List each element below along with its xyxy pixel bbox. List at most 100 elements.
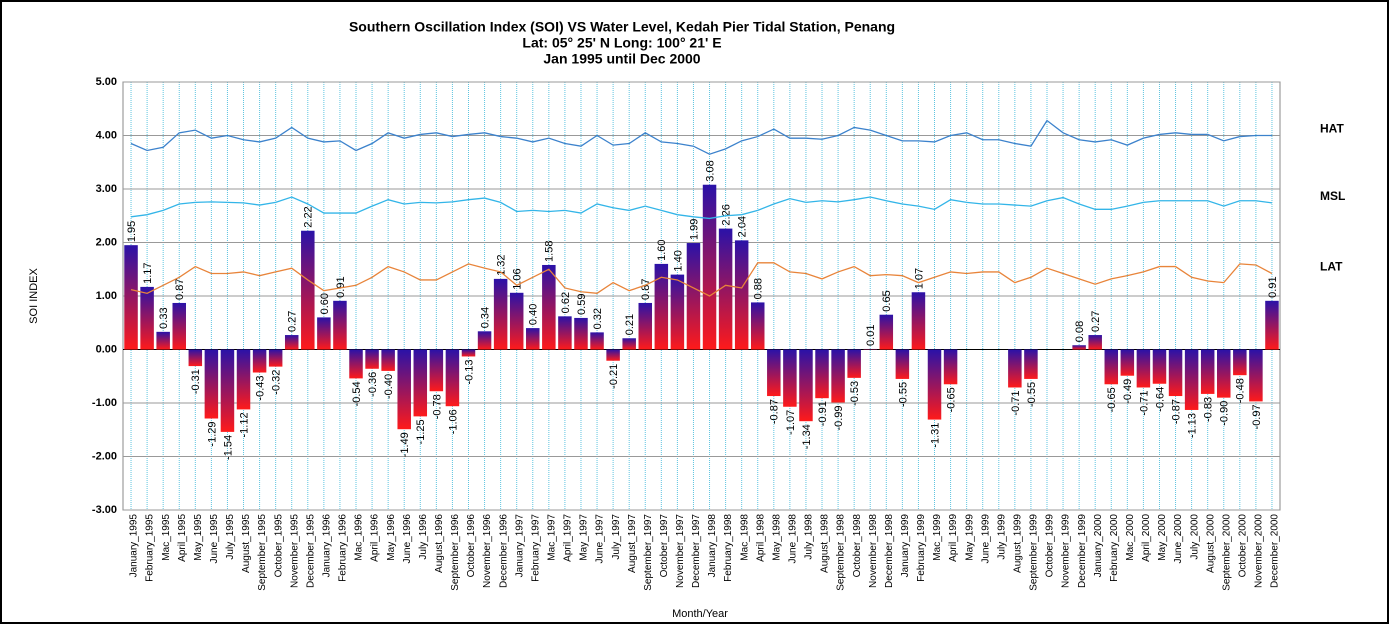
bar [606, 349, 620, 361]
bar [1152, 349, 1167, 384]
bar [509, 292, 524, 350]
value-label: -1.31 [929, 423, 941, 448]
value-label: 0.91 [1267, 276, 1279, 297]
bar [783, 349, 797, 407]
bar [461, 349, 476, 357]
x-tick-label: June_1999 [980, 514, 991, 564]
x-tick-label: June_1996 [402, 514, 413, 564]
value-label: 1.40 [672, 250, 684, 271]
x-tick-label: December_1999 [1077, 514, 1088, 588]
x-tick-label: February_1995 [145, 514, 156, 582]
value-label: 0.65 [881, 290, 893, 311]
x-tick-label: December_1996 [498, 514, 509, 588]
bar [140, 286, 154, 350]
x-tick-label: October_1997 [659, 514, 670, 578]
x-tick-label: June_1995 [209, 514, 220, 564]
bar [172, 302, 186, 350]
bar [381, 349, 395, 371]
bar [879, 314, 894, 350]
y-tick-label: 4.00 [96, 129, 117, 141]
value-label: 1.06 [512, 268, 524, 289]
bar [365, 349, 379, 369]
x-tick-label: August_2000 [1205, 514, 1216, 573]
value-label: 2.22 [303, 206, 315, 227]
bar [638, 302, 653, 350]
value-label: -0.87 [769, 399, 781, 424]
bar [831, 349, 845, 403]
value-label: 0.27 [287, 311, 299, 332]
x-tick-label: October_1996 [466, 514, 477, 578]
bar [574, 317, 588, 350]
value-label: -0.53 [849, 381, 861, 406]
bar [815, 349, 829, 399]
chart-subtitle: Lat: 05° 25' N Long: 100° 21' E [522, 35, 721, 51]
value-label: 1.60 [656, 239, 668, 260]
value-label: 0.33 [158, 307, 170, 328]
value-label: -0.65 [1106, 387, 1118, 412]
x-tick-label: October_1999 [1045, 514, 1056, 578]
bar [397, 349, 411, 430]
bar [477, 331, 492, 350]
y-axis-title: SOI INDEX [28, 268, 40, 324]
bar [911, 292, 926, 350]
value-label: 0.62 [560, 292, 572, 313]
x-tick-label: January_1995 [129, 514, 140, 578]
value-label: -0.87 [1170, 399, 1182, 424]
bar [622, 338, 636, 350]
chart-subtitle: Jan 1995 until Dec 2000 [543, 51, 700, 67]
bar [1024, 349, 1038, 379]
value-label: -0.55 [897, 382, 909, 407]
x-tick-label: April_1995 [177, 514, 188, 562]
x-axis-title: Month/Year [672, 608, 728, 620]
x-tick-label: August_1999 [1012, 514, 1023, 573]
x-tick-label: Mac_1995 [161, 514, 172, 561]
value-label: 1.95 [126, 221, 138, 242]
bar [686, 243, 701, 350]
x-tick-label: Mac_1996 [354, 514, 365, 561]
x-tick-label: May_1999 [964, 514, 975, 561]
bar [156, 331, 170, 350]
value-label: -1.29 [206, 422, 218, 447]
x-tick-label: November_1995 [289, 514, 300, 588]
line-series [130, 196, 1273, 220]
bar [1136, 349, 1151, 388]
x-tick-label: December_1997 [691, 514, 702, 588]
x-tick-label: July_2000 [1189, 514, 1200, 560]
bar [847, 349, 861, 378]
bar [1168, 349, 1183, 397]
x-tick-label: November_1998 [868, 514, 879, 588]
y-tick-label: 5.00 [96, 76, 117, 88]
value-label: -1.34 [801, 424, 813, 449]
y-tick-label: -3.00 [92, 504, 117, 516]
value-label: -0.32 [271, 370, 283, 395]
bar [670, 274, 685, 350]
x-tick-label: November_1999 [1061, 514, 1072, 588]
bar [542, 264, 556, 350]
bar [252, 349, 267, 373]
bar [204, 349, 219, 419]
x-tick-label: Mac_1999 [932, 514, 943, 561]
bar [268, 349, 283, 367]
value-label: -1.49 [399, 432, 411, 457]
value-label: 1.58 [544, 241, 556, 262]
bar [1233, 349, 1247, 376]
x-tick-label: December_2000 [1270, 514, 1281, 588]
x-tick-label: April_1996 [370, 514, 381, 562]
y-tick-label: -2.00 [92, 450, 117, 462]
value-label: 1.07 [913, 268, 925, 289]
bar [1088, 335, 1102, 350]
x-tick-label: October_1998 [852, 514, 863, 578]
value-label: -1.25 [415, 419, 427, 444]
value-label: -0.71 [1010, 390, 1022, 415]
value-label: -0.48 [1235, 378, 1247, 403]
value-label: 0.59 [576, 294, 588, 315]
value-label: -0.40 [383, 374, 395, 399]
x-tick-label: February_1999 [916, 514, 927, 582]
bar [1200, 349, 1215, 394]
x-tick-label: November_1997 [675, 514, 686, 588]
bar [718, 228, 733, 350]
bar [317, 317, 331, 350]
x-tick-label: January_1999 [900, 514, 911, 578]
x-tick-label: April_1999 [948, 514, 959, 562]
x-tick-label: February_1996 [338, 514, 349, 582]
